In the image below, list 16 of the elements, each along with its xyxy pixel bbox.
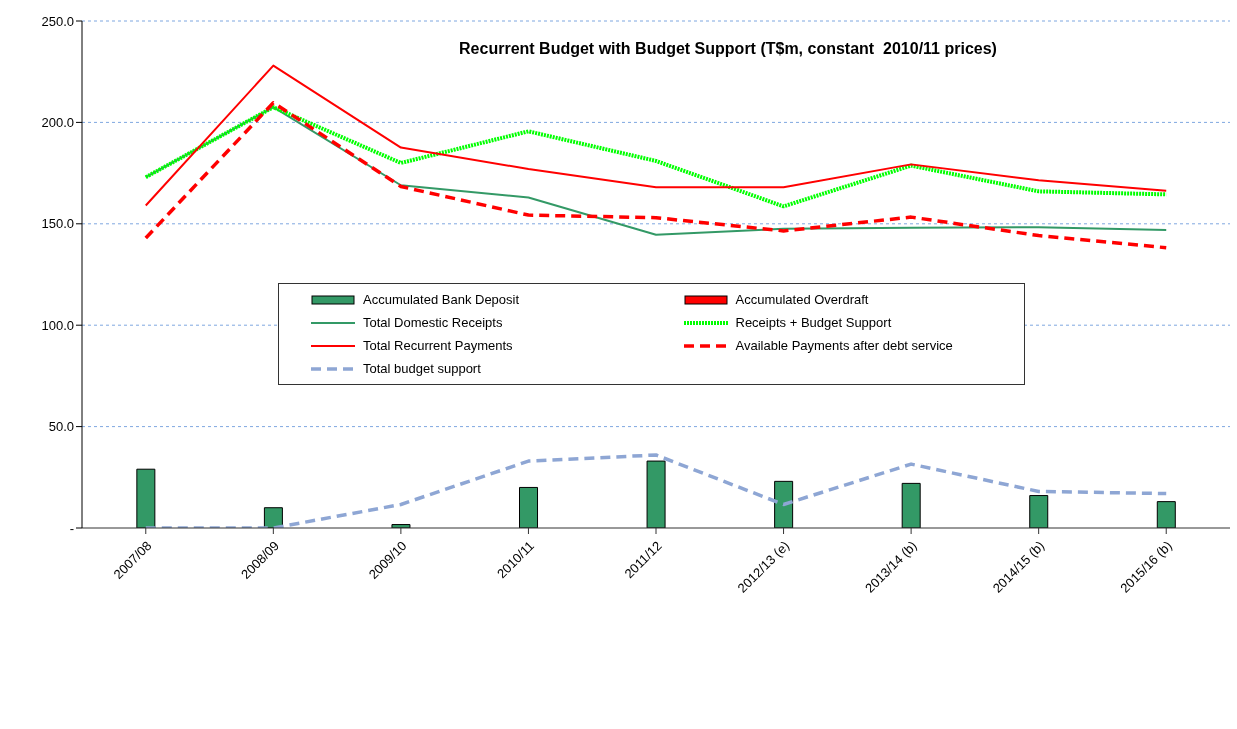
text: Recurrent Budget with Budget Support (T$m, constant 2010/11 prices) xyxy=(458,40,998,58)
legend-label: Receipts + Budget Support xyxy=(735,315,892,330)
legend-label: Available Payments after debt service xyxy=(735,338,953,353)
line-series xyxy=(144,453,1168,528)
y-tick-label: 250.0 xyxy=(41,13,74,29)
legend-label: Total Recurrent Payments xyxy=(363,338,513,353)
y-tick-label: 200.0 xyxy=(41,115,74,131)
legend-label: Accumulated Bank Deposit xyxy=(363,292,520,307)
legend-label: Total Domestic Receipts xyxy=(363,315,503,330)
y-tick-label: 100.0 xyxy=(41,317,74,333)
legend-label: Accumulated Overdraft xyxy=(735,292,869,307)
y-tick-label: 50.0 xyxy=(48,419,74,435)
y-tick-label: - xyxy=(69,520,74,536)
legend-label: Total budget support xyxy=(363,361,481,376)
line-series xyxy=(144,64,1168,207)
y-tick-label: 150.0 xyxy=(41,216,74,232)
